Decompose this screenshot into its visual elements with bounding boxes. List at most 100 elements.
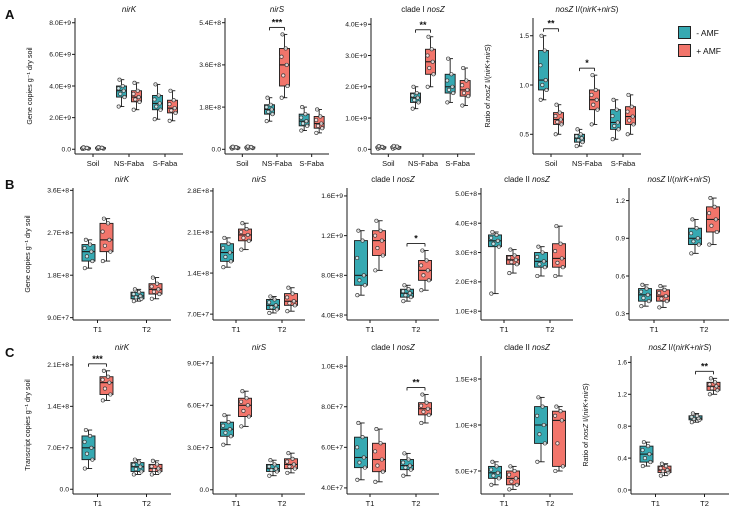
data-point	[641, 295, 646, 301]
boxplot-neg	[354, 228, 368, 298]
data-point	[707, 382, 712, 387]
x-tick-label: T2	[412, 325, 421, 334]
data-point	[535, 273, 540, 279]
data-point	[540, 82, 545, 88]
boxplot-pos	[238, 221, 252, 252]
y-tick-label: 4.0E+8	[321, 312, 343, 319]
significance-marker: **	[415, 20, 431, 33]
chart-title: nirS	[270, 5, 285, 14]
data-point	[489, 482, 494, 487]
chart-title: nirS	[252, 343, 267, 352]
y-tick-label: 2.0E+9	[49, 115, 71, 122]
x-tick-label: T1	[500, 325, 509, 334]
data-point	[507, 271, 512, 276]
data-point	[559, 418, 564, 423]
y-tick-label: 9.0E+7	[47, 315, 69, 322]
boxplot-neg	[400, 283, 414, 304]
data-point	[222, 235, 227, 240]
svg-text:**: **	[547, 19, 555, 29]
x-tick-label: Soil	[236, 159, 249, 168]
significance-marker: **	[406, 378, 426, 391]
data-point	[464, 78, 469, 83]
data-point	[152, 117, 157, 122]
data-point	[88, 242, 93, 247]
data-point	[412, 98, 417, 103]
y-tick-label: 2.0E+9	[345, 84, 367, 91]
data-point	[373, 233, 378, 238]
data-point	[227, 250, 232, 255]
data-point	[287, 301, 292, 306]
boxplot-pos	[552, 404, 566, 474]
data-point	[286, 285, 291, 290]
x-tick-label: T1	[650, 325, 659, 334]
data-point	[90, 457, 95, 462]
data-point	[267, 473, 272, 478]
data-point	[535, 254, 540, 259]
data-point	[246, 238, 251, 243]
data-point	[631, 122, 636, 127]
data-point	[535, 459, 540, 464]
data-point	[379, 144, 385, 149]
data-point	[553, 132, 558, 137]
data-point	[221, 246, 226, 251]
data-point	[489, 235, 494, 240]
data-point	[245, 144, 250, 149]
data-point	[495, 238, 500, 243]
y-axis-label: Ratio of nosZ I/(nirK+nirS)	[483, 44, 492, 127]
data-point	[553, 114, 558, 119]
boxplot-pos	[284, 285, 298, 314]
boxplot-pos	[706, 376, 721, 397]
data-point	[379, 457, 384, 462]
data-point	[419, 403, 424, 408]
boxplot-neg	[400, 451, 414, 478]
data-point	[121, 88, 126, 93]
data-point	[542, 265, 547, 270]
y-tick-label: 2.8E+8	[187, 188, 209, 195]
boxplot-neg	[298, 105, 310, 133]
y-tick-label: 0.0	[618, 487, 628, 494]
y-tick-label: 8.0E+8	[321, 273, 343, 280]
y-tick-label: 9.0E+7	[187, 360, 209, 367]
data-point	[362, 465, 367, 470]
y-tick-label: 0.0	[62, 147, 72, 154]
data-point	[82, 266, 87, 271]
data-point	[131, 472, 136, 477]
data-point	[695, 413, 700, 418]
boxplot-pos	[167, 88, 178, 123]
box	[99, 222, 114, 253]
data-point	[380, 253, 385, 258]
data-point	[100, 398, 105, 403]
data-point	[241, 408, 246, 413]
x-tick-label: T1	[366, 499, 375, 508]
chart-c-clade1-nosz: 4.0E+7 6.0E+7 8.0E+7 1.0E+8 T1 T2 ** clade I no…	[311, 340, 445, 516]
x-tick-label: NS-Faba	[114, 159, 145, 168]
data-point	[612, 123, 617, 128]
significance-marker: *	[579, 58, 595, 72]
data-point	[589, 122, 594, 127]
data-point	[101, 368, 106, 373]
data-point	[658, 466, 663, 471]
data-point	[108, 392, 113, 397]
data-point	[426, 278, 431, 283]
data-point	[446, 56, 451, 61]
data-point	[172, 106, 177, 111]
data-point	[593, 87, 598, 92]
chart-title: clade I nosZ	[371, 343, 416, 352]
boxplot-pos	[506, 464, 520, 492]
boxplot-neg	[130, 287, 145, 304]
data-point	[553, 273, 558, 279]
significance-marker: ***	[269, 17, 285, 31]
data-point	[508, 464, 513, 469]
panel-label-a: A	[5, 7, 15, 22]
x-tick-label: NS-Faba	[262, 159, 293, 168]
data-point	[639, 304, 644, 309]
data-point	[424, 258, 429, 263]
data-point	[538, 97, 543, 102]
data-point	[427, 65, 432, 71]
panel-b-charts: 9.0E+7 1.8E+8 2.7E+8 3.6E+8 T1 T2 nirK Gene cop…	[21, 172, 735, 340]
y-tick-label: 3.0E+8	[455, 250, 477, 257]
data-point	[300, 105, 305, 110]
data-point	[425, 268, 430, 273]
data-point	[646, 299, 651, 304]
data-point	[290, 456, 295, 461]
